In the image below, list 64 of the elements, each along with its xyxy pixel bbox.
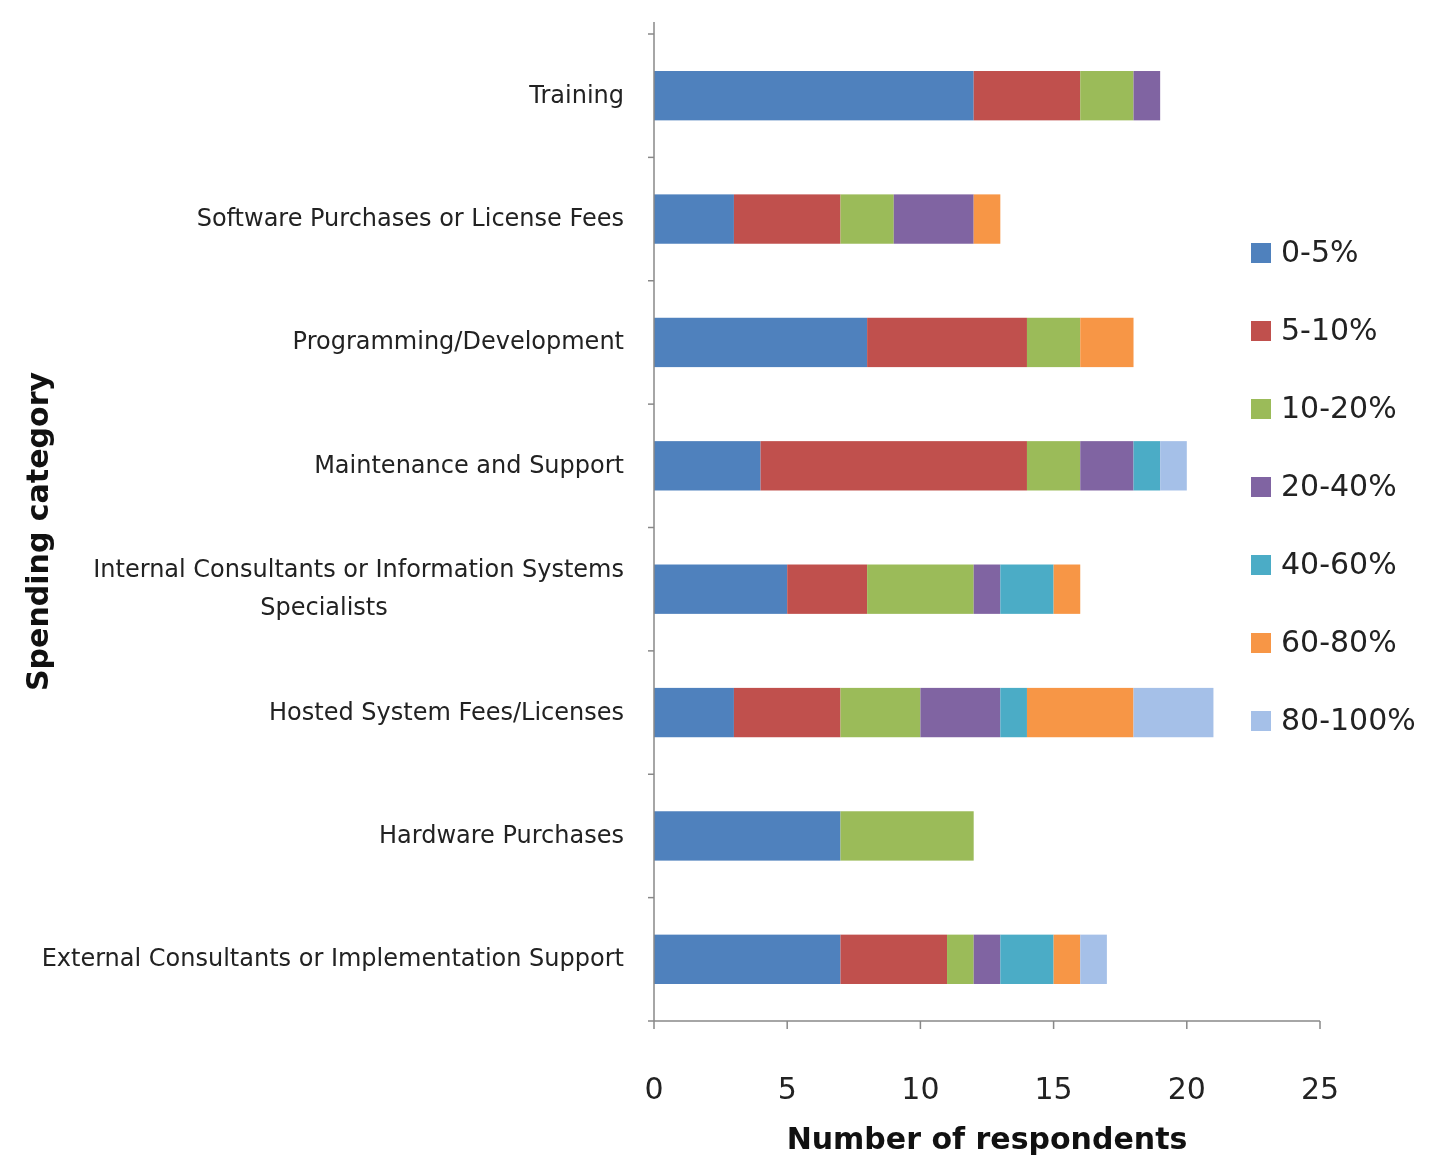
bar bbox=[973, 934, 1001, 984]
bar bbox=[840, 194, 894, 244]
bar bbox=[867, 317, 1027, 368]
bar bbox=[1133, 71, 1161, 121]
bar bbox=[654, 194, 734, 244]
bar bbox=[867, 564, 974, 614]
bar bbox=[920, 687, 1001, 738]
bar bbox=[893, 194, 974, 244]
bar bbox=[733, 687, 841, 738]
legend-label: 10-20% bbox=[1281, 389, 1397, 425]
bar bbox=[1080, 317, 1134, 368]
bar bbox=[654, 564, 788, 614]
legend-label: 80-100% bbox=[1281, 701, 1416, 737]
bar bbox=[1053, 564, 1081, 614]
x-tick-label: 5 bbox=[777, 1071, 797, 1106]
y-tick-label: Training bbox=[528, 80, 624, 109]
bar bbox=[1026, 687, 1134, 738]
bar bbox=[947, 934, 974, 984]
y-tick-label: Programming/Development bbox=[292, 327, 624, 356]
y-tick-label: External Consultants or Implementation Support bbox=[41, 944, 624, 973]
bar bbox=[1000, 687, 1027, 738]
bar bbox=[1026, 317, 1081, 368]
bar bbox=[787, 564, 868, 614]
y-tick-label: Software Purchases or License Fees bbox=[196, 204, 624, 233]
bar bbox=[973, 71, 1081, 121]
legend-label: 20-40% bbox=[1281, 467, 1397, 503]
legend-label: 60-80% bbox=[1281, 623, 1397, 659]
y-tick-label: Hosted System Fees/Licenses bbox=[269, 697, 624, 726]
x-tick-label: 0 bbox=[644, 1071, 664, 1106]
y-tick-label: Hardware Purchases bbox=[379, 820, 624, 849]
bar bbox=[1133, 687, 1214, 738]
x-tick-label: 15 bbox=[1034, 1071, 1073, 1106]
bar bbox=[1000, 934, 1054, 984]
bar bbox=[654, 71, 974, 121]
legend-label: 0-5% bbox=[1281, 233, 1359, 269]
bar bbox=[840, 811, 974, 861]
bar bbox=[1080, 71, 1134, 121]
bar bbox=[840, 934, 948, 984]
bar bbox=[733, 194, 841, 244]
bar bbox=[654, 811, 841, 861]
bar bbox=[1080, 441, 1134, 491]
bar bbox=[973, 564, 1001, 614]
bar bbox=[654, 441, 761, 491]
legend-label: 5-10% bbox=[1281, 311, 1378, 347]
legend-label: 40-60% bbox=[1281, 545, 1397, 581]
x-tick-label: 25 bbox=[1300, 1071, 1340, 1106]
bar bbox=[760, 441, 1027, 491]
bar bbox=[973, 194, 1001, 244]
bar bbox=[654, 934, 841, 984]
x-axis-title: Number of respondents bbox=[786, 1121, 1188, 1156]
bar bbox=[840, 687, 921, 738]
bar bbox=[1160, 441, 1187, 491]
y-tick-label: Maintenance and Support bbox=[314, 450, 624, 479]
y-axis-title: Spending category bbox=[20, 371, 55, 691]
bar bbox=[1080, 934, 1107, 984]
bar bbox=[654, 317, 868, 368]
x-tick-label: 10 bbox=[901, 1071, 940, 1106]
bar bbox=[1000, 564, 1054, 614]
bar bbox=[1053, 934, 1081, 984]
bar bbox=[1026, 441, 1081, 491]
y-tick-label: Internal Consultants or Information Systems Specialists bbox=[93, 555, 624, 622]
bar bbox=[1133, 441, 1161, 491]
x-tick-label: 20 bbox=[1167, 1071, 1206, 1106]
bar bbox=[654, 687, 734, 738]
